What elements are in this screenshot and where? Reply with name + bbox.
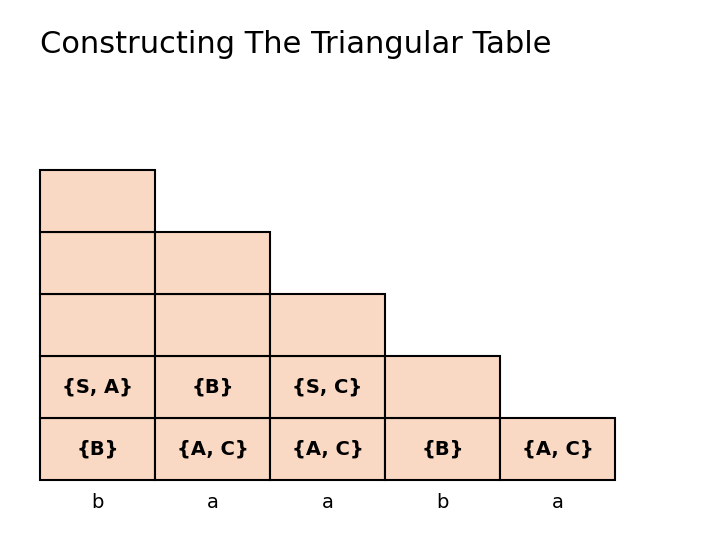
Text: {B}: {B} — [192, 377, 234, 396]
Bar — [270, 356, 385, 418]
Text: b: b — [436, 492, 449, 511]
Text: a: a — [207, 492, 218, 511]
Bar — [155, 418, 270, 480]
Text: {A, C}: {A, C} — [292, 440, 364, 458]
Text: {S, C}: {S, C} — [292, 377, 363, 396]
Text: {S, A}: {S, A} — [62, 377, 133, 396]
Text: b: b — [91, 492, 104, 511]
Text: a: a — [322, 492, 333, 511]
Bar — [155, 356, 270, 418]
Bar — [155, 294, 270, 356]
Text: {B}: {B} — [421, 440, 464, 458]
Text: {B}: {B} — [76, 440, 119, 458]
Bar — [40, 294, 155, 356]
Text: {A, C}: {A, C} — [176, 440, 248, 458]
Text: Constructing The Triangular Table: Constructing The Triangular Table — [40, 30, 552, 59]
Text: a: a — [552, 492, 564, 511]
Bar — [155, 232, 270, 294]
Bar — [40, 418, 155, 480]
Bar — [385, 356, 500, 418]
Text: {A, C}: {A, C} — [521, 440, 593, 458]
Bar — [40, 356, 155, 418]
Bar — [40, 232, 155, 294]
Bar — [270, 294, 385, 356]
Bar — [385, 418, 500, 480]
Bar — [500, 418, 615, 480]
Bar — [270, 418, 385, 480]
Bar — [40, 170, 155, 232]
